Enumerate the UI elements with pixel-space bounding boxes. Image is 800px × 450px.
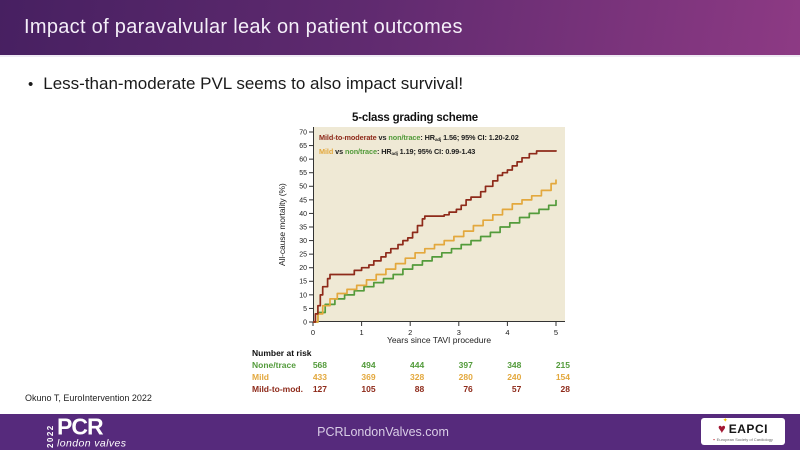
y-axis-label: All-cause mortality (%) <box>277 183 287 266</box>
slide-title: Impact of paravalvular leak on patient o… <box>24 16 463 38</box>
hr-annotations: Mild-to-moderate vs non/trace: HRadj 1.5… <box>319 132 519 159</box>
footer-website: PCRLondonValves.com <box>317 425 449 439</box>
risk-value: 369 <box>361 372 376 382</box>
svg-text:15: 15 <box>299 279 307 286</box>
svg-text:45: 45 <box>299 197 307 204</box>
pcr-logo-brand: PCR <box>57 413 104 440</box>
svg-text:30: 30 <box>299 238 307 245</box>
pcr-london-valves-logo: 2022 PCR london valves <box>46 415 126 449</box>
risk-value: 397 <box>458 360 473 370</box>
risk-row: Mild 433 369 328 280 240 154 <box>245 372 585 384</box>
svg-text:0: 0 <box>303 319 307 326</box>
pcr-logo-text: PCR london valves <box>57 415 126 449</box>
chart-title: 5-class grading scheme <box>352 112 478 124</box>
eapci-logo: ♥ ✦ EAPCI ▪ European Society of Cardiolo… <box>701 418 785 445</box>
risk-value: 568 <box>312 360 327 370</box>
eapci-logo-top: ♥ ✦ EAPCI <box>718 417 768 437</box>
risk-row-label: Mild <box>252 372 269 382</box>
risk-value: 76 <box>463 384 473 394</box>
risk-value: 240 <box>507 372 522 382</box>
eapci-subtitle: ▪ European Society of Cardiology <box>713 436 773 443</box>
slide-header: Impact of paravalvular leak on patient o… <box>0 0 800 57</box>
svg-text:10: 10 <box>299 292 307 299</box>
citation: Okuno T, EuroIntervention 2022 <box>25 393 152 403</box>
slide-footer: 2022 PCR london valves PCRLondonValves.c… <box>0 414 800 450</box>
svg-text:5: 5 <box>554 328 558 337</box>
bullet-text: Less-than-moderate PVL seems to also imp… <box>43 74 464 93</box>
risk-value: 328 <box>410 372 425 382</box>
hr-annotation-line: Mild-to-moderate vs non/trace: HRadj 1.5… <box>319 133 519 142</box>
hr-annotation-line: Mild vs non/trace: HRadj 1.19; 95% CI: 0… <box>319 146 476 156</box>
svg-text:2: 2 <box>408 328 412 337</box>
risk-value: 28 <box>560 384 570 394</box>
svg-text:0: 0 <box>311 328 315 337</box>
eapci-subtitle-text: European Society of Cardiology <box>716 437 773 442</box>
risk-value: 280 <box>458 372 473 382</box>
svg-text:35: 35 <box>299 224 307 231</box>
number-at-risk-heading: Number at risk <box>252 348 312 358</box>
svg-text:60: 60 <box>299 157 307 164</box>
risk-value: 57 <box>511 384 522 394</box>
km-survival-figure: 5-class grading scheme All-cause mortali… <box>245 110 585 410</box>
risk-row-label: None/trace <box>252 360 296 370</box>
risk-row: Mild-to-mod. 127 105 88 76 57 28 <box>245 384 585 396</box>
bullet-item: • Less-than-moderate PVL seems to also i… <box>28 74 463 94</box>
svg-text:40: 40 <box>299 211 307 218</box>
svg-text:3: 3 <box>457 328 461 337</box>
svg-text:55: 55 <box>299 170 307 177</box>
bullet-icon: • <box>28 76 34 93</box>
risk-value: 494 <box>361 360 376 370</box>
eapci-name: EAPCI <box>728 421 768 436</box>
risk-row: None/trace 568 494 444 397 348 215 <box>245 360 585 372</box>
svg-text:65: 65 <box>299 143 307 150</box>
risk-value: 105 <box>361 384 376 394</box>
risk-value: 433 <box>312 372 327 382</box>
series-mild <box>313 179 557 323</box>
risk-row-label: Mild-to-mod. <box>252 384 303 394</box>
eapci-spark-icon: ✦ <box>722 417 728 424</box>
risk-value: 215 <box>555 360 570 370</box>
svg-text:5: 5 <box>303 306 307 313</box>
risk-value: 348 <box>507 360 522 370</box>
number-at-risk-table: Number at risk None/trace 568 494 444 397 348 2… <box>245 348 585 396</box>
risk-value: 127 <box>312 384 327 394</box>
svg-text:20: 20 <box>299 265 307 272</box>
risk-value: 444 <box>410 360 425 370</box>
pcr-logo-tagline: london valves <box>57 437 127 450</box>
svg-text:4: 4 <box>505 328 509 337</box>
svg-text:50: 50 <box>299 184 307 191</box>
series-none-trace <box>313 199 557 323</box>
svg-text:25: 25 <box>299 252 307 259</box>
eapci-heart-icon: ♥ ✦ <box>718 417 728 436</box>
risk-value: 88 <box>414 384 425 394</box>
svg-text:1: 1 <box>360 328 364 337</box>
risk-value: 154 <box>555 372 570 382</box>
x-axis-label: Years since TAVI procedure <box>386 335 492 345</box>
esc-icon: ▪ <box>713 436 715 442</box>
series-mild-to-mod- <box>313 150 557 323</box>
svg-text:70: 70 <box>299 129 307 136</box>
